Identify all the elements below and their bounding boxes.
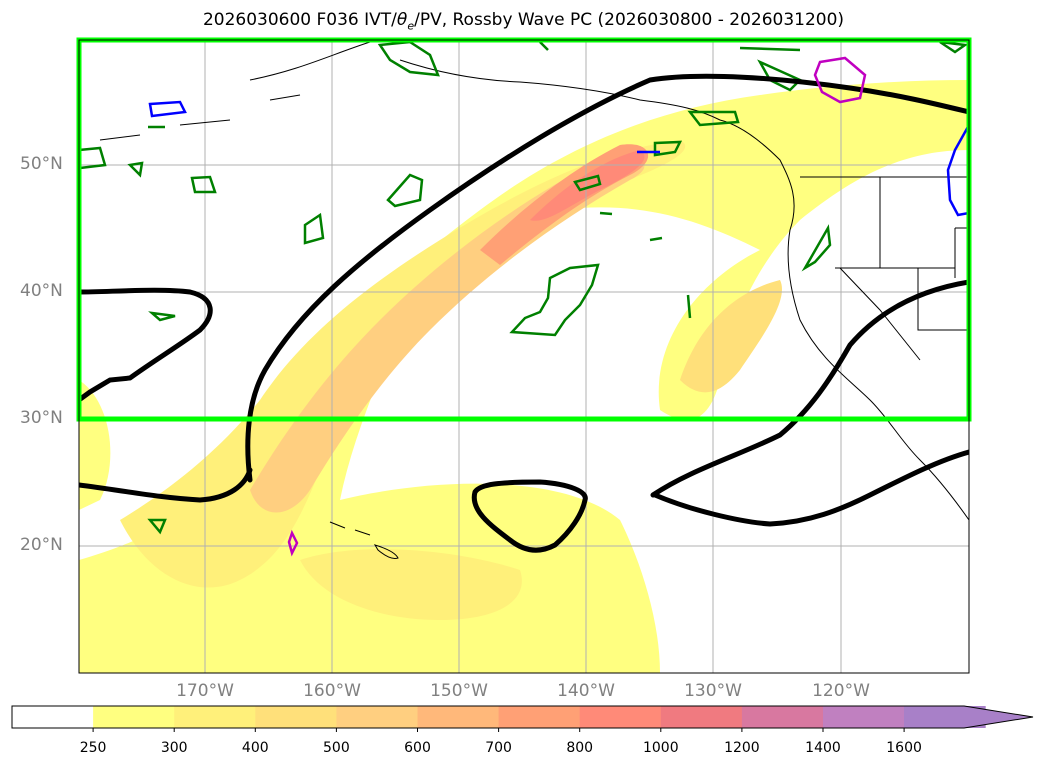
ivt-250-band	[79, 80, 969, 673]
colorbar	[11, 705, 1034, 732]
colorbar-tick-label: 700	[485, 740, 512, 756]
ivt-500-band	[250, 156, 645, 513]
blue-contours	[148, 100, 969, 217]
magenta-contours	[287, 56, 867, 557]
plot-title: 2026030600 F036 IVT/θe/PV, Rossby Wave P…	[202, 10, 845, 33]
colorbar-tick-label: 400	[241, 740, 269, 756]
ivt-250-west	[79, 380, 111, 510]
theta-e-contours	[79, 40, 969, 535]
lat-label-30: 30°N	[20, 408, 63, 428]
lon-label-120w: 120°W	[812, 681, 870, 701]
colorbar-tick-label: 300	[160, 740, 188, 756]
colorbar-swatch	[12, 706, 94, 728]
lon-label-160w: 160°W	[303, 681, 361, 701]
colorbar-swatch	[498, 706, 581, 728]
colorbar-extend-arrow	[904, 706, 1033, 728]
ivt-800-core	[530, 150, 645, 221]
colorbar-tick-label: 500	[323, 740, 350, 756]
colorbar-swatch	[579, 706, 662, 728]
map-frame	[78, 39, 970, 674]
ivt-300-south	[300, 549, 522, 620]
colorbar-swatch	[255, 706, 337, 728]
colorbar-tick-label: 250	[79, 740, 107, 756]
colorbar-swatch	[93, 706, 175, 728]
colorbar-swatch	[660, 706, 743, 728]
colorbar-tick-label: 1400	[805, 740, 841, 756]
colorbar-swatch	[174, 706, 256, 728]
colorbar-swatch	[823, 706, 905, 728]
colorbar-tick-label: 600	[404, 740, 431, 756]
lon-label-130w: 130°W	[684, 681, 742, 701]
lat-label-20: 20°N	[20, 535, 63, 555]
ivt-400-east	[680, 280, 782, 393]
colorbar-swatch	[741, 706, 824, 728]
colorbar-outline	[11, 705, 1034, 729]
colorbar-tick-label: 800	[566, 740, 594, 756]
colorbar-swatch	[336, 706, 418, 728]
lon-label-140w: 140°W	[557, 681, 615, 701]
colorbar-tick-label: 1000	[642, 740, 679, 756]
ivt-shading	[79, 80, 969, 673]
lat-label-50: 50°N	[20, 154, 63, 174]
lon-label-170w: 170°W	[176, 681, 234, 701]
lon-label-150w: 150°W	[430, 681, 488, 701]
colorbar-swatch	[417, 706, 500, 728]
pv-contours	[79, 73, 969, 553]
lat-label-40: 40°N	[20, 281, 63, 301]
colorbar-tick-label: 1200	[724, 740, 760, 756]
colorbar-tick-label: 1600	[886, 740, 922, 756]
